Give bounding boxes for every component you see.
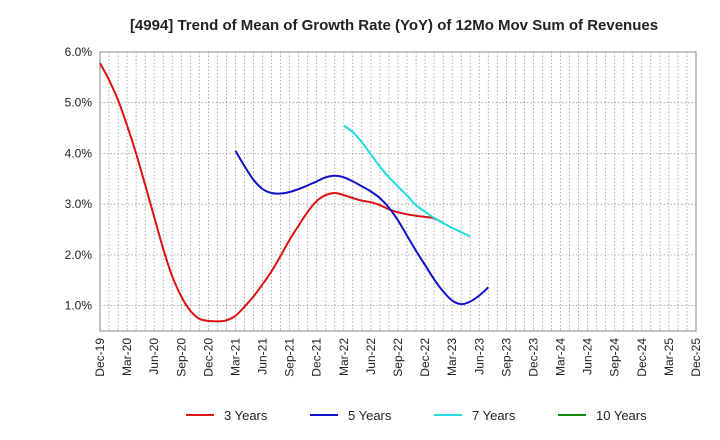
x-tick-label: Jun-20 <box>147 338 161 375</box>
y-axis: 1.0% 2.0% 3.0% 4.0% 5.0% 6.0% <box>65 45 93 313</box>
x-tick-label: Dec-19 <box>93 338 107 377</box>
y-tick-label: 6.0% <box>65 45 93 59</box>
x-tick-label: Mar-23 <box>445 338 459 376</box>
grid <box>100 51 696 331</box>
series-line-3-years <box>99 62 444 323</box>
y-tick-label: 5.0% <box>65 96 93 110</box>
x-tick-label: Dec-21 <box>310 338 324 377</box>
legend-label: 5 Years <box>348 408 392 423</box>
x-tick-label: Dec-20 <box>201 338 215 377</box>
x-tick-label: Jun-21 <box>256 338 270 375</box>
x-tick-label: Mar-25 <box>662 338 676 376</box>
x-tick-label: Sep-21 <box>283 338 297 377</box>
y-tick-label: 1.0% <box>65 299 93 313</box>
x-tick-label: Mar-24 <box>554 338 568 376</box>
series-group <box>99 62 489 323</box>
legend-label: 7 Years <box>472 408 516 423</box>
chart-title: [4994] Trend of Mean of Growth Rate (YoY… <box>130 17 658 34</box>
y-tick-label: 2.0% <box>65 248 93 262</box>
x-tick-label: Mar-21 <box>229 338 243 376</box>
y-tick-label: 4.0% <box>65 147 93 161</box>
x-tick-label: Mar-20 <box>120 338 134 376</box>
x-tick-label: Sep-20 <box>174 338 188 377</box>
plot-area <box>99 51 697 332</box>
x-tick-label: Jun-23 <box>472 338 486 375</box>
x-tick-label: Sep-23 <box>499 338 513 377</box>
series-line-7-years <box>343 124 471 238</box>
legend-label: 3 Years <box>224 408 268 423</box>
x-tick-label: Dec-25 <box>689 338 703 377</box>
legend-label: 10 Years <box>596 408 647 423</box>
series-line-5-years <box>234 150 489 306</box>
x-tick-label: Dec-22 <box>418 338 432 377</box>
x-tick-label: Jun-24 <box>581 338 595 375</box>
x-tick-label: Mar-22 <box>337 338 351 376</box>
legend: 3 Years 5 Years 7 Years 10 Years <box>186 408 647 423</box>
x-tick-label: Jun-22 <box>364 338 378 375</box>
x-tick-label: Sep-22 <box>391 338 405 377</box>
x-tick-label: Dec-23 <box>527 338 541 377</box>
x-axis: Dec-19 Mar-20 Jun-20 Sep-20 Dec-20 Mar-21 Jun-… <box>93 338 703 377</box>
x-tick-label: Dec-24 <box>635 338 649 377</box>
x-tick-label: Sep-24 <box>608 338 622 377</box>
y-tick-label: 3.0% <box>65 197 93 211</box>
